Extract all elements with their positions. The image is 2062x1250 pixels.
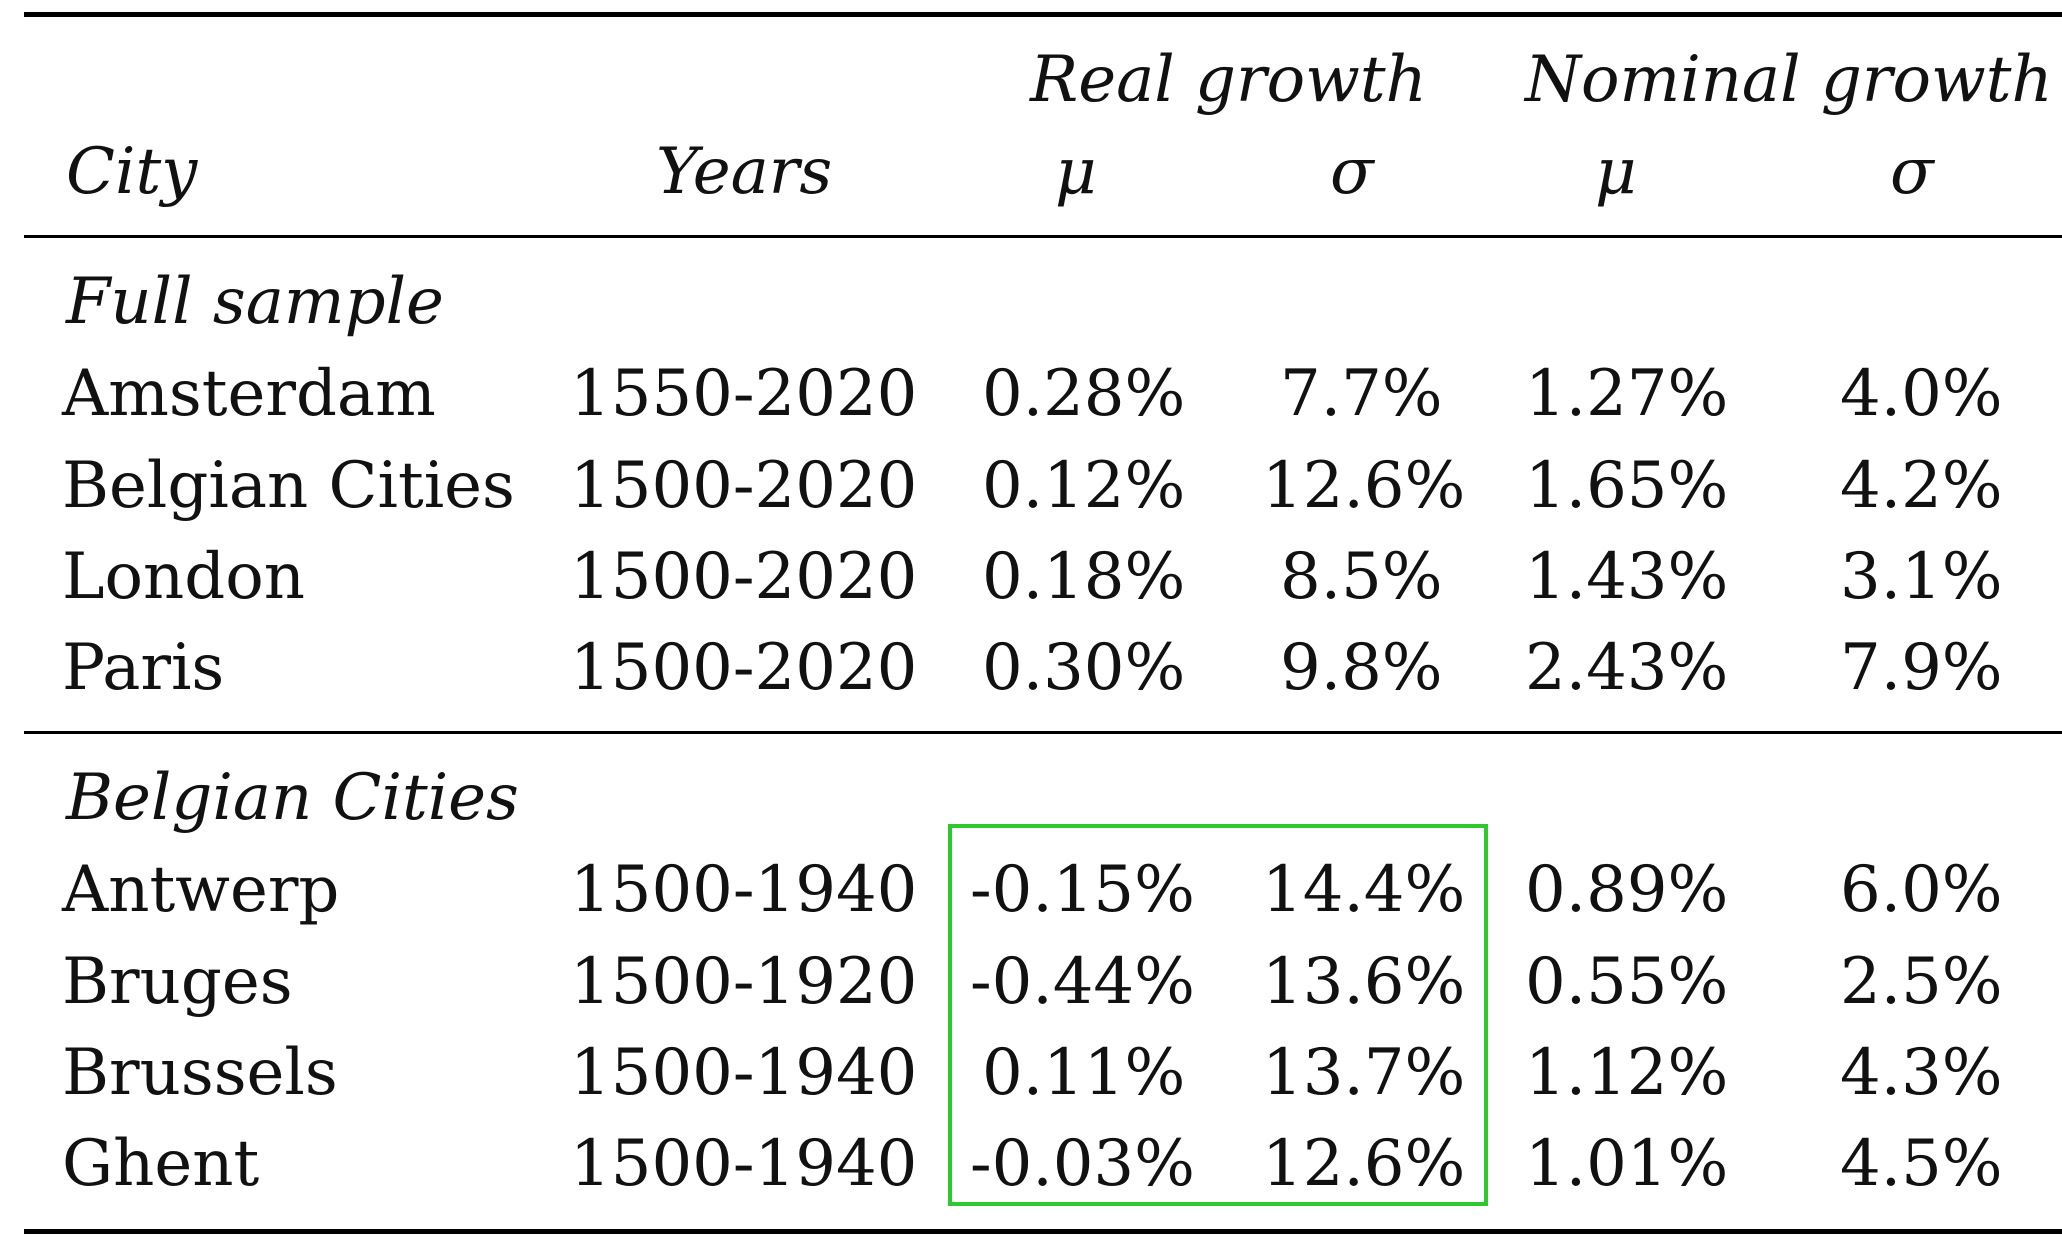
cell-nominal-sigma: 7.9% bbox=[1840, 631, 2003, 705]
cell-nominal-sigma: 3.1% bbox=[1840, 540, 2003, 614]
header-city: City bbox=[66, 135, 198, 209]
cell-nominal-mu: 1.43% bbox=[1525, 540, 1729, 614]
header-years: Years bbox=[656, 135, 833, 209]
cell-real-mu: 0.28% bbox=[982, 357, 1186, 431]
cell-city: Belgian Cities bbox=[62, 449, 515, 523]
header-nominal-mu: μ bbox=[1595, 135, 1637, 209]
header-nominal-sigma: σ bbox=[1890, 135, 1934, 209]
highlight-box bbox=[948, 824, 1488, 1206]
cell-city: Amsterdam bbox=[62, 357, 436, 431]
cell-city: Bruges bbox=[62, 945, 293, 1019]
top-rule bbox=[24, 12, 2062, 17]
cell-real-mu: 0.18% bbox=[982, 540, 1186, 614]
cell-years: 1500-1940 bbox=[570, 1127, 918, 1201]
bottom-rule bbox=[24, 1229, 2062, 1234]
cell-nominal-sigma: 4.3% bbox=[1840, 1036, 2003, 1110]
cell-real-mu: 0.30% bbox=[982, 631, 1186, 705]
cell-real-sigma: 12.6% bbox=[1262, 1127, 1466, 1201]
header-nominal-growth: Nominal growth bbox=[1525, 43, 2053, 117]
section-rule bbox=[24, 731, 2062, 734]
cell-years: 1500-1940 bbox=[570, 853, 918, 927]
cell-city: Ghent bbox=[62, 1127, 260, 1201]
cell-nominal-sigma: 2.5% bbox=[1840, 945, 2003, 1019]
cell-real-mu: -0.44% bbox=[970, 945, 1195, 1019]
cell-real-mu: -0.15% bbox=[970, 853, 1195, 927]
cell-real-sigma: 13.6% bbox=[1262, 945, 1466, 1019]
cell-nominal-mu: 2.43% bbox=[1525, 631, 1729, 705]
cell-years: 1500-1940 bbox=[570, 1036, 918, 1110]
cell-nominal-mu: 1.01% bbox=[1525, 1127, 1729, 1201]
cell-real-mu: 0.11% bbox=[982, 1036, 1186, 1110]
header-real-sigma: σ bbox=[1330, 135, 1374, 209]
cell-years: 1500-2020 bbox=[570, 631, 918, 705]
cell-years: 1500-1920 bbox=[570, 945, 918, 1019]
header-real-growth: Real growth bbox=[1030, 43, 1427, 117]
cell-nominal-sigma: 4.5% bbox=[1840, 1127, 2003, 1201]
cell-real-sigma: 14.4% bbox=[1262, 853, 1466, 927]
cell-nominal-sigma: 4.0% bbox=[1840, 357, 2003, 431]
cell-nominal-sigma: 6.0% bbox=[1840, 853, 2003, 927]
header-rule bbox=[24, 235, 2062, 238]
cell-nominal-sigma: 4.2% bbox=[1840, 449, 2003, 523]
cell-city: London bbox=[62, 540, 305, 614]
cell-nominal-mu: 0.55% bbox=[1525, 945, 1729, 1019]
cell-real-mu: 0.12% bbox=[982, 449, 1186, 523]
cell-city: Brussels bbox=[62, 1036, 338, 1110]
cell-real-sigma: 13.7% bbox=[1262, 1036, 1466, 1110]
cell-nominal-mu: 1.27% bbox=[1525, 357, 1729, 431]
cell-city: Antwerp bbox=[62, 853, 340, 927]
cell-real-sigma: 9.8% bbox=[1280, 631, 1443, 705]
cell-years: 1550-2020 bbox=[570, 357, 918, 431]
section-title-belgian-cities: Belgian Cities bbox=[66, 761, 519, 835]
cell-real-sigma: 8.5% bbox=[1280, 540, 1443, 614]
cell-years: 1500-2020 bbox=[570, 540, 918, 614]
cell-real-sigma: 7.7% bbox=[1280, 357, 1443, 431]
cell-real-mu: -0.03% bbox=[970, 1127, 1195, 1201]
section-title-full-sample: Full sample bbox=[66, 265, 444, 339]
cell-real-sigma: 12.6% bbox=[1262, 449, 1466, 523]
cell-city: Paris bbox=[62, 631, 225, 705]
cell-nominal-mu: 0.89% bbox=[1525, 853, 1729, 927]
cell-nominal-mu: 1.65% bbox=[1525, 449, 1729, 523]
header-real-mu: μ bbox=[1055, 135, 1097, 209]
cell-years: 1500-2020 bbox=[570, 449, 918, 523]
cell-nominal-mu: 1.12% bbox=[1525, 1036, 1729, 1110]
